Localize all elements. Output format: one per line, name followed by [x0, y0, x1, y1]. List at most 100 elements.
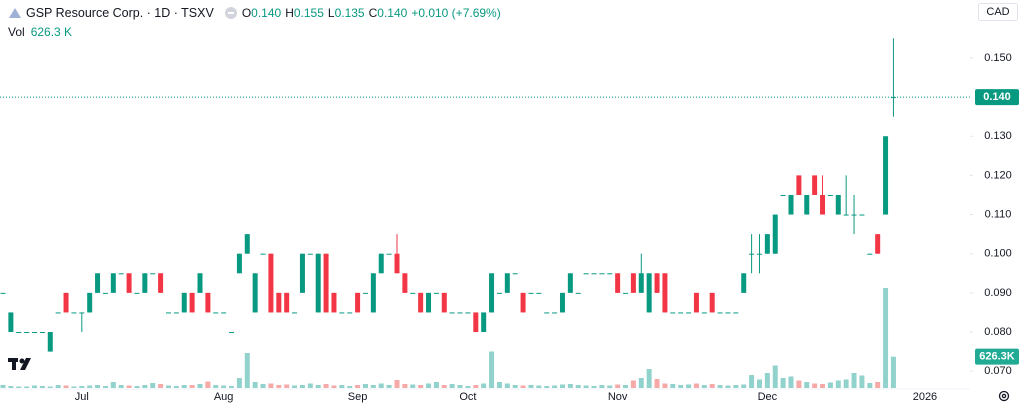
volume-bar [24, 386, 30, 388]
candle-body [158, 273, 164, 293]
currency-button[interactable]: CAD [978, 3, 1018, 21]
candle-body [370, 273, 376, 313]
volume-bar [575, 385, 581, 388]
y-tick-label: 0.120 [984, 169, 1012, 181]
candle-body [47, 332, 53, 352]
volume-bar [252, 382, 258, 388]
volume-bar [110, 382, 116, 388]
candle-body [701, 312, 707, 314]
candle-body [260, 253, 266, 255]
candle-body [323, 253, 329, 313]
candle-body [173, 312, 179, 314]
candle-body [339, 312, 345, 314]
volume-bar [410, 384, 416, 388]
candle-body [150, 273, 156, 275]
candle-body [315, 253, 321, 313]
y-tick-label: 0.090 [984, 287, 1012, 299]
volume-badge [975, 348, 1019, 365]
candle-body [355, 292, 361, 313]
volume-bar [47, 386, 53, 388]
volume-bar [686, 384, 692, 388]
volume-bar [890, 356, 896, 388]
candle-body [504, 273, 510, 293]
candle-body [686, 312, 692, 314]
candle-body [449, 312, 455, 314]
symbol-title: GSP Resource Corp. · 1D · TSXV [26, 6, 214, 20]
volume-bar [229, 386, 235, 388]
volume-bar [39, 386, 45, 388]
candle-body [63, 292, 69, 313]
y-tick-label: 0.100 [984, 248, 1012, 260]
candle-body [268, 253, 274, 313]
candle-body [465, 312, 471, 314]
volume-bar [457, 385, 463, 388]
x-tick-label: Sep [348, 391, 368, 403]
volume-bar [591, 386, 597, 388]
candle-body [142, 273, 148, 293]
candle-body [252, 273, 258, 313]
candle-body [276, 292, 282, 313]
volume-bar [615, 384, 621, 388]
volume-badge-label: 626.3K [979, 351, 1015, 363]
volume-bar [796, 380, 802, 388]
candle-body [859, 214, 865, 216]
volume-bar [512, 385, 518, 388]
y-tick-label: 0.070 [984, 365, 1012, 377]
volume-bar [165, 385, 171, 388]
x-tick-label: 2026 [913, 391, 937, 403]
candle-body [489, 273, 495, 313]
volume-bar [867, 383, 873, 388]
volume-bar [756, 379, 762, 388]
volume-bar [552, 385, 558, 388]
volume-bar [875, 382, 881, 388]
candle-body [717, 312, 723, 314]
volume-bar [481, 383, 487, 388]
candle-body [567, 273, 573, 293]
candle-body [244, 234, 250, 254]
volume-bar [181, 385, 187, 388]
volume-bar [173, 386, 179, 388]
volume-bar [126, 385, 132, 388]
volume-bar [323, 384, 329, 388]
volume-bar [536, 385, 542, 388]
volume-bar [709, 384, 715, 388]
volume-bar [851, 373, 857, 388]
volume-bar [567, 384, 573, 388]
candle-body [394, 253, 400, 274]
settings-icon[interactable] [998, 390, 1010, 402]
volume-bar [583, 385, 589, 388]
volume-bar [670, 384, 676, 388]
volume-bar [71, 386, 77, 388]
candle-body [441, 292, 447, 313]
candle-body [221, 312, 227, 314]
candle-body [583, 273, 589, 275]
volume-bar [55, 385, 61, 388]
candle-body [87, 292, 93, 313]
volume-bar [772, 365, 778, 388]
candle-body [24, 332, 30, 334]
candle-body [134, 292, 140, 294]
open-label: O [241, 6, 252, 20]
volume-bar [8, 386, 14, 388]
volume-bar [102, 386, 108, 388]
volume-bar [465, 386, 471, 388]
candle-body [559, 292, 565, 313]
candle-body [741, 273, 747, 293]
volume-bar [134, 386, 140, 388]
volume-bar [623, 385, 629, 388]
candle-body [8, 312, 14, 333]
candle-body [362, 292, 368, 294]
candle-body [55, 312, 61, 314]
volume-bar [528, 385, 534, 388]
candle-body [292, 312, 298, 314]
volume-bar [496, 382, 502, 388]
open-value: 0.140 [251, 6, 282, 20]
volume-bar [678, 385, 684, 388]
candle-body [299, 253, 305, 293]
candle-body [197, 273, 203, 293]
candle-body [386, 253, 392, 255]
candle-body [410, 292, 416, 294]
volume-bar [79, 386, 85, 388]
volume-bar [0, 385, 6, 388]
volume-legend: Vol 626.3 K [8, 25, 72, 39]
